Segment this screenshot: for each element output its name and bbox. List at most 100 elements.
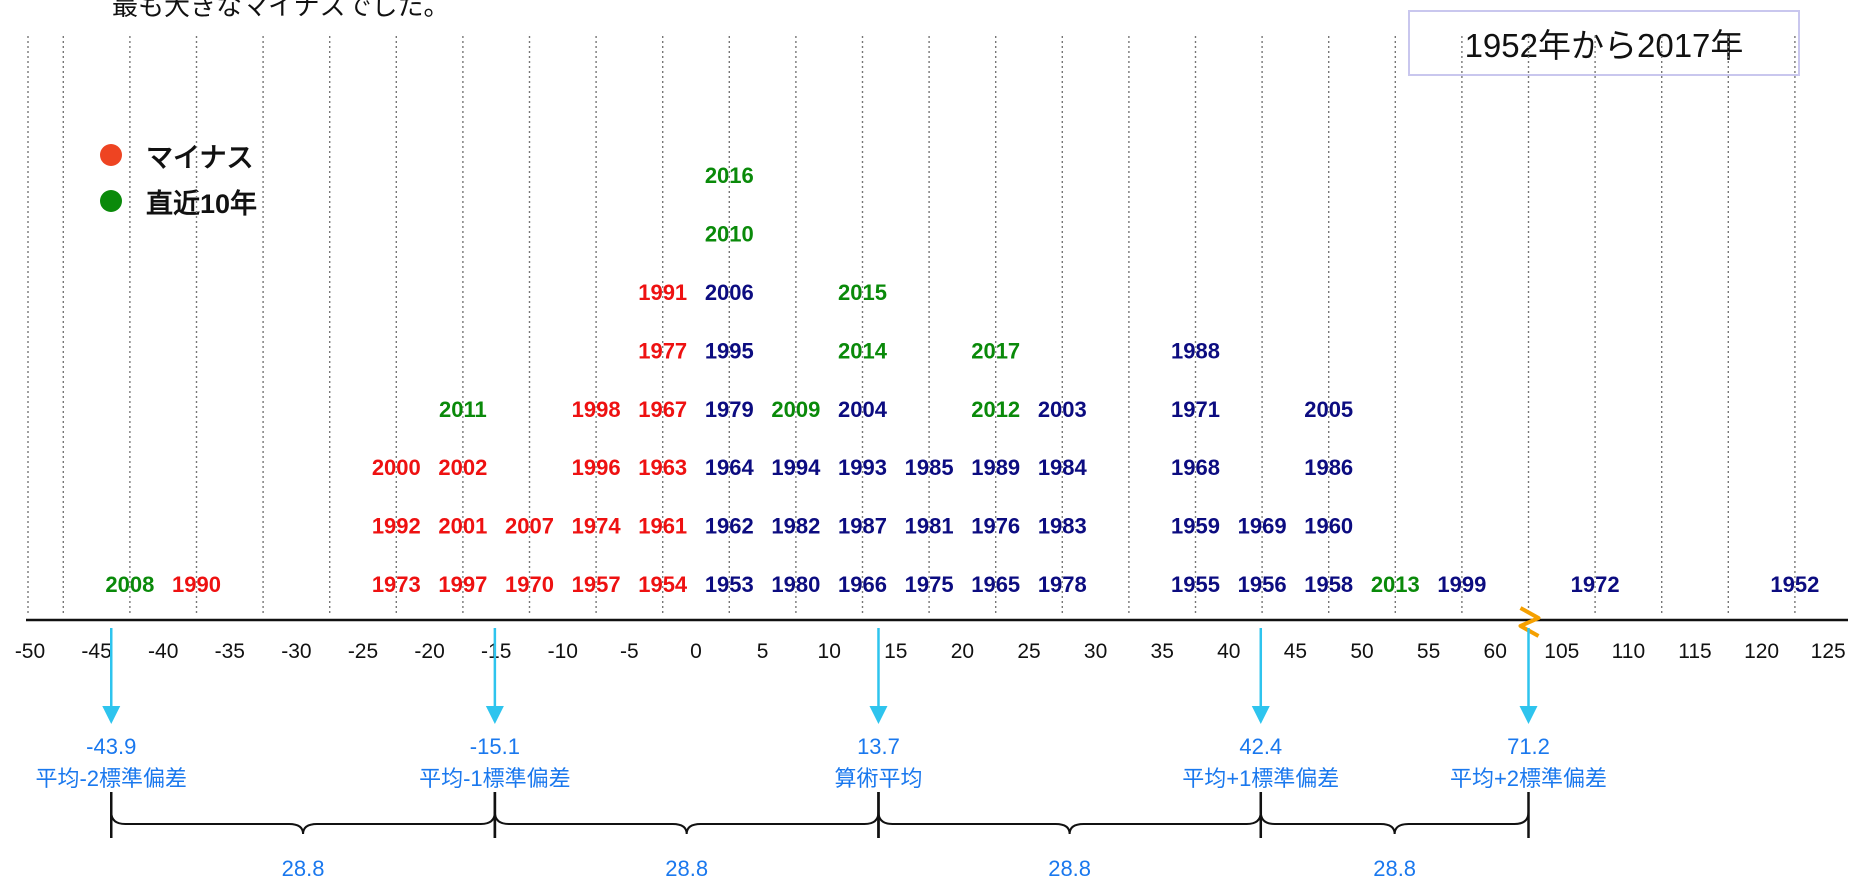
year-label: 1965	[971, 572, 1020, 597]
legend-item-minus: マイナス	[100, 132, 257, 178]
x-tick-label: 120	[1744, 640, 1779, 663]
year-label: 2003	[1038, 397, 1087, 422]
x-tick-label: 115	[1678, 640, 1711, 663]
marker-label: 算術平均	[834, 766, 922, 791]
year-label: 1957	[572, 572, 621, 597]
marker-arrow-head	[1251, 706, 1270, 724]
interval-brace	[877, 811, 1262, 835]
year-label: 1961	[638, 514, 687, 539]
year-label: 2004	[838, 397, 888, 422]
x-tick-label: 125	[1811, 640, 1846, 663]
x-tick-label: -30	[281, 640, 311, 663]
year-label: 1975	[905, 572, 954, 597]
year-label: 1995	[705, 338, 754, 363]
x-tick-label: 15	[884, 640, 907, 663]
year-label: 2000	[372, 455, 421, 480]
year-label: 1999	[1437, 572, 1486, 597]
x-tick-label: 25	[1017, 640, 1040, 663]
year-label: 2011	[439, 397, 487, 422]
year-label: 1996	[572, 455, 621, 480]
year-label: 2017	[971, 338, 1020, 363]
top-note: 最も大きなマイナスでした。	[112, 0, 450, 21]
year-label: 2002	[438, 455, 487, 480]
year-label: 1990	[172, 572, 221, 597]
marker-label: 平均+2標準偏差	[1450, 766, 1607, 791]
interval-label: 28.8	[1373, 856, 1416, 880]
year-label: 1987	[838, 514, 887, 539]
year-label: 1959	[1171, 514, 1220, 539]
x-tick-label: 105	[1544, 640, 1579, 663]
legend-dot-minus	[100, 144, 122, 166]
year-label: 1971	[1171, 397, 1220, 422]
interval-brace	[110, 811, 496, 835]
year-label: 2007	[505, 514, 554, 539]
year-label: 1988	[1171, 338, 1220, 363]
x-tick-label: 5	[757, 640, 769, 663]
x-tick-label: 30	[1084, 640, 1107, 663]
year-label: 2008	[105, 572, 154, 597]
x-tick-label: -45	[81, 640, 111, 663]
year-label: 1985	[905, 455, 954, 480]
x-tick-label: 35	[1151, 640, 1174, 663]
marker-value: 13.7	[857, 734, 900, 759]
year-label: 1970	[505, 572, 554, 597]
year-label: 1994	[771, 455, 821, 480]
year-label: 1955	[1171, 572, 1220, 597]
interval-label: 28.8	[282, 856, 325, 880]
year-label: 1984	[1038, 455, 1088, 480]
year-label: 1964	[705, 455, 755, 480]
year-label: 1989	[971, 455, 1020, 480]
year-label: 1963	[638, 455, 687, 480]
year-label: 2009	[771, 397, 820, 422]
x-tick-label: -5	[620, 640, 639, 663]
interval-brace	[493, 811, 880, 835]
legend-item-recent: 直近10年	[100, 178, 257, 224]
x-tick-label: -10	[548, 640, 578, 663]
year-label: 1978	[1038, 572, 1087, 597]
year-label: 2006	[705, 280, 754, 305]
x-tick-label: 45	[1284, 640, 1307, 663]
x-tick-label: 55	[1417, 640, 1440, 663]
marker-value: 42.4	[1239, 734, 1282, 759]
year-label: 1952	[1770, 572, 1819, 597]
year-label: 1953	[705, 572, 754, 597]
x-tick-label: -15	[481, 640, 511, 663]
x-tick-label: -40	[148, 640, 178, 663]
year-label: 2012	[971, 397, 1020, 422]
year-label: 1979	[705, 397, 754, 422]
year-label: 1993	[838, 455, 887, 480]
year-label: 1969	[1238, 514, 1287, 539]
year-label: 1998	[572, 397, 621, 422]
legend-dot-recent	[100, 190, 122, 212]
year-label: 1958	[1304, 572, 1353, 597]
year-label: 2001	[438, 514, 487, 539]
year-label: 1983	[1038, 514, 1087, 539]
x-tick-label: -20	[414, 640, 444, 663]
year-label: 1968	[1171, 455, 1220, 480]
year-label: 1997	[438, 572, 487, 597]
year-label: 2016	[705, 163, 754, 188]
interval-brace	[1259, 811, 1530, 835]
legend-label-recent: 直近10年	[146, 188, 258, 219]
year-label: 1992	[372, 514, 421, 539]
x-tick-label: -25	[348, 640, 378, 663]
year-label: 1954	[638, 572, 688, 597]
marker-arrow-head	[485, 706, 504, 724]
year-label: 1977	[638, 338, 687, 363]
year-label: 1982	[771, 514, 820, 539]
marker-value: -15.1	[470, 734, 520, 759]
x-tick-label: 20	[951, 640, 974, 663]
interval-label: 28.8	[1048, 856, 1091, 880]
legend: マイナス 直近10年	[100, 132, 257, 224]
x-tick-label: 40	[1217, 640, 1240, 663]
x-tick-label: -50	[15, 640, 45, 663]
year-label: 1966	[838, 572, 887, 597]
year-label: 1967	[638, 397, 687, 422]
marker-label: 平均-2標準偏差	[35, 766, 187, 791]
year-label: 1991	[638, 280, 687, 305]
marker-value: -43.9	[86, 734, 136, 759]
year-label: 1981	[905, 514, 954, 539]
x-tick-label: 0	[690, 640, 702, 663]
year-label: 2010	[705, 222, 754, 247]
marker-label: 平均+1標準偏差	[1182, 766, 1339, 791]
